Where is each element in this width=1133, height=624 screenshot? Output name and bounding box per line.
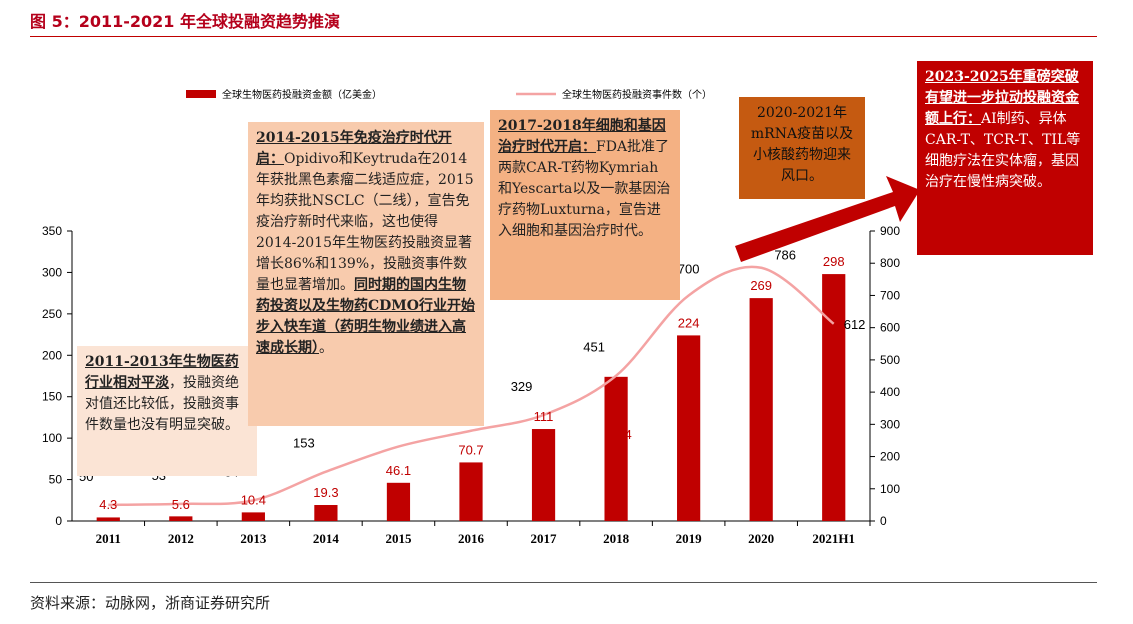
line-value-label: 700	[678, 261, 700, 276]
right-tick-label: 800	[880, 256, 900, 270]
annotation-tail: 。	[319, 340, 333, 356]
trend-arrow-shape	[735, 176, 920, 262]
legend-bar-label: 全球生物医药投融资金额（亿美金）	[222, 88, 382, 101]
bar-value-label: 19.3	[313, 485, 338, 500]
annotation-body: ，投融资绝对值还比较低，投融资事件数量也没有明显突破。	[85, 375, 239, 433]
annotation-body: 2020-2021年mRNA疫苗以及小核酸药物迎来风口。	[750, 105, 854, 184]
annotation-box-2023-2025: 2023-2025年重磅突破有望进一步拉动投融资金额上行：AI制药、异体CAR-…	[917, 61, 1093, 255]
bar-value-label: 5.6	[172, 497, 190, 512]
bar	[822, 274, 846, 521]
figure-title: 图 5：2011-2021 年全球投融资趋势推演	[30, 12, 340, 31]
left-tick-label: 350	[42, 224, 62, 238]
bar-value-label: 298	[823, 254, 845, 269]
annotation-box-2011-2013: 2011-2013年生物医药行业相对平淡，投融资绝对值还比较低，投融资事件数量也…	[77, 346, 257, 476]
annotation-subheading: 同时期的国内生物药投资以及生物药CDMO行业开始步入快车道（药明生物业绩进入高速…	[256, 277, 475, 356]
x-tick-label: 2014	[313, 531, 340, 546]
left-tick-label: 200	[42, 348, 62, 362]
left-tick-label: 150	[42, 390, 62, 404]
bar	[749, 298, 773, 521]
bar-value-label: 4.3	[99, 497, 117, 512]
left-tick-label: 250	[42, 307, 62, 321]
right-tick-label: 300	[880, 417, 900, 431]
top-rule	[30, 36, 1097, 37]
right-tick-label: 200	[880, 450, 900, 464]
x-tick-label: 2015	[385, 531, 412, 546]
line-value-label: 612	[844, 317, 866, 332]
annotation-body: FDA批准了两款CAR-T药物Kymriah和Yescarta以及一款基因治疗药…	[498, 139, 671, 239]
legend-line-label: 全球生物医药投融资事件数（个）	[562, 88, 712, 101]
bar-value-label: 111	[534, 409, 554, 424]
annotation-heading: 2014-2015年免疫治疗时代开启：	[256, 130, 452, 167]
x-tick-label: 2013	[240, 531, 267, 546]
bottom-rule	[30, 582, 1097, 583]
x-tick-label: 2016	[458, 531, 485, 546]
bar	[386, 482, 411, 521]
left-tick-label: 300	[42, 265, 62, 279]
bar-value-label: 224	[678, 315, 700, 330]
right-tick-label: 700	[880, 288, 900, 302]
bar	[604, 376, 628, 521]
trend-arrow	[735, 176, 920, 262]
annotation-heading: 2017-2018年细胞和基因治疗时代开启：	[498, 118, 666, 155]
right-tick-label: 900	[880, 224, 900, 238]
right-tick-label: 400	[880, 385, 900, 399]
bar	[531, 429, 556, 521]
bar-value-label: 70.7	[458, 442, 483, 457]
source-note: 资料来源：动脉网，浙商证券研究所	[30, 594, 271, 612]
annotation-box-2020-2021: 2020-2021年mRNA疫苗以及小核酸药物迎来风口。	[739, 97, 865, 199]
bar-value-label: 10.4	[241, 492, 266, 507]
legend-bar-swatch	[186, 90, 216, 98]
bar	[459, 462, 483, 521]
x-tick-label: 2019	[676, 531, 703, 546]
x-tick-label: 2017	[531, 531, 558, 546]
bar-value-label: 4	[624, 427, 631, 442]
bar	[314, 505, 338, 521]
right-tick-label: 100	[880, 482, 900, 496]
event-line	[108, 265, 835, 507]
bar	[677, 335, 701, 521]
right-tick-label: 500	[880, 353, 900, 367]
annotation-box-2017-2018: 2017-2018年细胞和基因治疗时代开启：FDA批准了两款CAR-T药物Kym…	[490, 110, 680, 300]
annotation-box-2014-2015: 2014-2015年免疫治疗时代开启：Opidivo和Keytruda在2014…	[248, 122, 484, 426]
line-value-label: 451	[583, 340, 605, 355]
left-tick-label: 50	[49, 473, 63, 487]
bars	[96, 274, 846, 521]
bar	[241, 512, 265, 521]
left-tick-label: 100	[42, 431, 62, 445]
bar	[96, 517, 120, 521]
bar-value-label: 46.1	[386, 463, 411, 478]
event-line-path	[108, 265, 835, 507]
bar	[169, 516, 193, 521]
annotation-heading: 2023-2025年重磅突破有望进一步拉动投融资金额上行：	[925, 69, 1079, 127]
bar-value-label: 269	[750, 278, 772, 293]
right-tick-label: 600	[880, 321, 900, 335]
x-tick-label: 2021H1	[812, 531, 855, 546]
legend: 全球生物医药投融资金额（亿美金） 全球生物医药投融资事件数（个）	[186, 88, 712, 101]
x-tick-label: 2020	[748, 531, 774, 546]
x-tick-label: 2011	[96, 531, 121, 546]
line-value-label: 153	[293, 436, 315, 451]
annotation-body: Opidivo和Keytruda在2014年获批黑色素瘤二线适应症，2015年均…	[256, 151, 474, 293]
right-tick-label: 0	[880, 514, 887, 528]
x-tick-label: 2012	[168, 531, 194, 546]
x-tick-label: 2018	[603, 531, 630, 546]
annotation-heading: 2011-2013年生物医药行业相对平淡	[85, 354, 239, 391]
annotation-body: AI制药、异体CAR-T、TCR-T、TIL等细胞疗法在实体瘤，基因治疗在慢性病…	[925, 111, 1081, 190]
left-tick-label: 0	[55, 514, 62, 528]
line-value-label: 786	[774, 248, 796, 263]
line-value-label: 329	[511, 379, 533, 394]
